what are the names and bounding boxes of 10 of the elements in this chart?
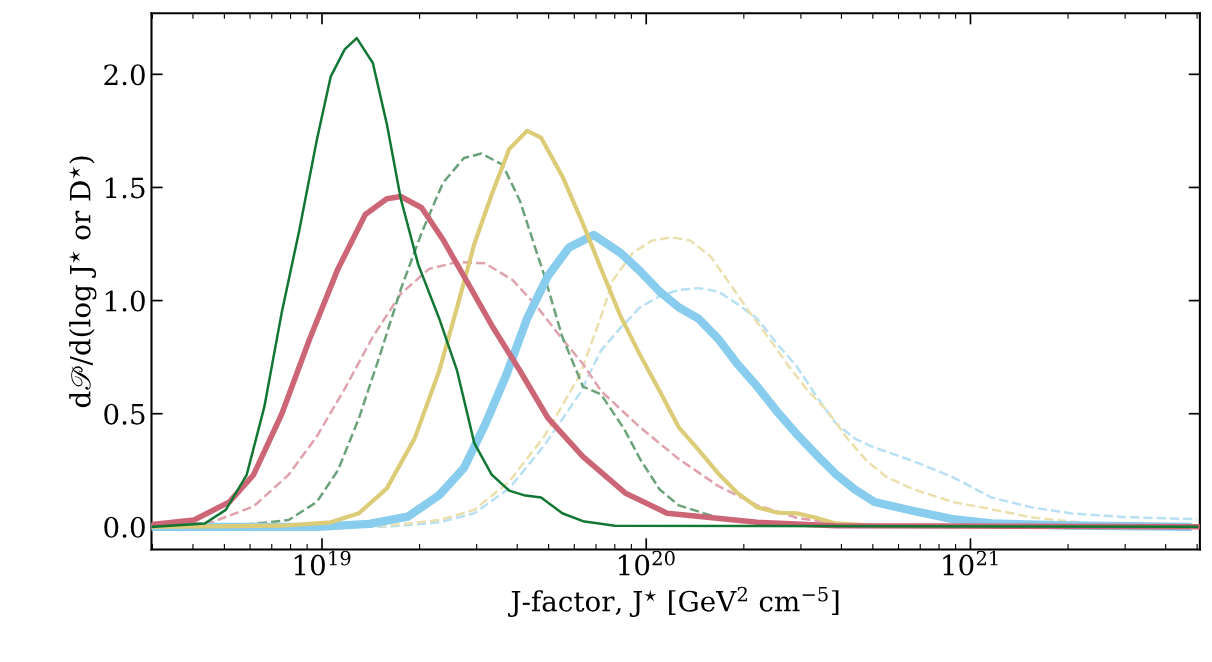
x-tick-label: 10$^{19}$ (294, 550, 351, 576)
x-axis-title: J-factor, J$^{⋆}$ [GeV$^{2}$ cm$^{−5}$] (508, 586, 839, 618)
y-tick-label: 1.0 (105, 290, 145, 312)
x-tick-label: 10$^{20}$ (619, 550, 675, 576)
y-tick-label: 0.0 (104, 516, 145, 538)
y-tick-label: 1.5 (105, 177, 145, 199)
y-tick-label: 2.0 (104, 64, 145, 86)
y-tick-label: 0.5 (104, 403, 145, 425)
y-axis-title: d𝒫/d(log J$^{⋆}$ or D$^{⋆}$) (68, 156, 97, 408)
x-tick-label: 10$^{21}$ (943, 550, 998, 576)
